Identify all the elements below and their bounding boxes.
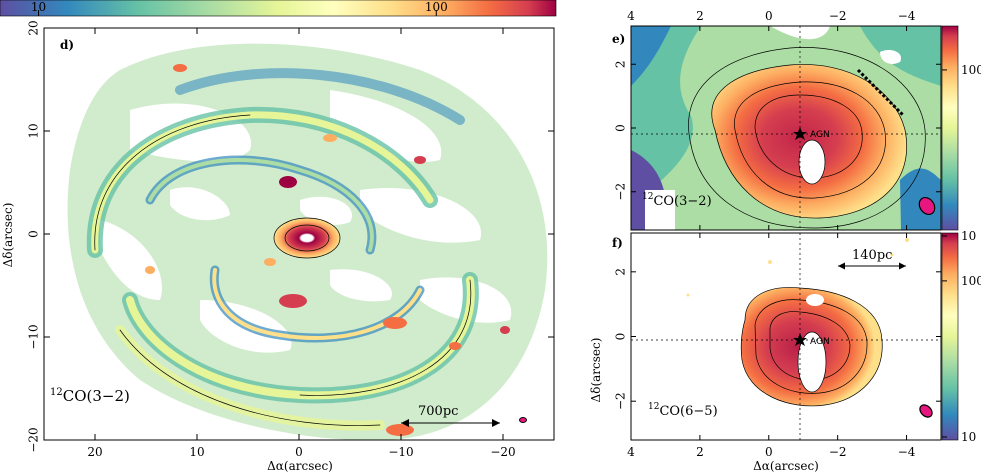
panel-e-axes: 4 2 0 −2 −4 2 0 −2 [614, 9, 941, 230]
panel-f-agn-label: AGN [810, 337, 830, 347]
panel-f-scale-bar [838, 262, 906, 270]
x-tick-label: 2 [696, 445, 704, 459]
y-tick-label: 0 [614, 124, 628, 132]
panel-d-species-main: CO(3−2) [63, 387, 130, 405]
y-tick-label: 0 [614, 333, 628, 341]
panel-f-emission [631, 233, 941, 440]
panel-e-zoom-map: 4 2 0 −2 −4 2 0 −2 100 e) AGN 12CO(3−2) [612, 9, 981, 231]
x-tick-label: 0 [295, 445, 303, 459]
x-tick-label: 0 [765, 445, 773, 459]
x-tick-label: 4 [627, 9, 635, 23]
panel-e-species-label: 12CO(3−2) [642, 192, 712, 209]
panel-d-species-sup: 12 [50, 387, 63, 398]
y-tick-label: 10 [27, 123, 41, 138]
y-tick-label: 0 [27, 230, 41, 238]
y-tick-label: −10 [27, 324, 41, 349]
panel-f-beam [919, 404, 933, 418]
panel-f-species-sup: 12 [648, 402, 659, 412]
panel-d-xlabel: Δα(arcsec) [267, 459, 333, 473]
panel-e-species-main: CO(3−2) [653, 194, 711, 209]
panel-f-colorbar [941, 232, 959, 441]
panel-d-moment-map: 10 100 [0, 0, 557, 473]
y-tick-label: 20 [27, 20, 41, 35]
x-tick-label: 10 [189, 445, 204, 459]
x-tick-label: −10 [388, 445, 413, 459]
colorbar-tick-label: 10 [31, 0, 46, 14]
panel-e-colorbar [941, 25, 959, 231]
panel-d-species-label: 12CO(3−2) [50, 387, 130, 405]
x-tick-label: 20 [87, 445, 102, 459]
panel-f-letter: f) [612, 236, 623, 250]
colorbar-top [0, 0, 557, 17]
y-tick-label: 2 [614, 60, 628, 68]
panel-f-xlabel: Δα(arcsec) [753, 459, 819, 473]
panel-d-hot-knots [145, 64, 510, 436]
x-tick-label: −2 [829, 445, 847, 459]
colorbar-tick-label: 100 [961, 63, 981, 77]
panel-d-scale-label: 700pc [418, 404, 458, 419]
panel-f-agn-star [793, 333, 807, 346]
panel-e-letter: e) [612, 32, 625, 46]
colorbar-tick-label: 100 [425, 0, 448, 14]
colorbar-tick-label: 100 [961, 274, 981, 288]
y-tick-label: −2 [614, 183, 628, 201]
panel-d-letter: d) [60, 38, 74, 52]
panel-d-beam [519, 417, 527, 423]
panel-e-beam [918, 197, 936, 215]
panel-f-species-label: 12CO(6−5) [648, 402, 718, 419]
y-tick-label: −20 [27, 427, 41, 452]
x-tick-label: 0 [765, 9, 773, 23]
x-tick-label: 2 [696, 9, 704, 23]
panel-f-scale-label: 140pc [852, 248, 892, 263]
panel-d-axes: 20 10 0 −10 −20 20 10 0 −10 −20 [27, 20, 554, 459]
colorbar-tick-label: 10 [961, 229, 976, 243]
x-tick-label: −20 [490, 445, 515, 459]
panel-e-agn-label: AGN [810, 130, 830, 140]
x-tick-label: −4 [898, 445, 916, 459]
panel-d-nuclear-ring [274, 218, 340, 258]
panel-e-emission [631, 26, 941, 230]
colorbar-top-ticks: 10 100 [31, 0, 448, 16]
y-tick-label: −2 [614, 392, 628, 410]
panel-f-species-main: CO(6−5) [659, 404, 717, 419]
panel-d-ylabel: Δδ(arcsec) [1, 203, 15, 268]
panel-e-species-sup: 12 [642, 192, 653, 202]
panel-d-scale-bar [401, 419, 500, 427]
panel-f-ylabel: Δδ(arcsec) [589, 338, 603, 403]
panel-f-axes: 4 2 0 −2 −4 2 0 −2 [614, 233, 941, 459]
y-tick-label: 2 [614, 268, 628, 276]
panel-d-spiral-arms [86, 68, 479, 431]
panel-f-zoom-map: 4 2 0 −2 −4 2 0 −2 10 100 10 f) AGN 140pc 12CO(6−… [589, 229, 981, 473]
panel-e-colorbar-ticks: 100 [942, 63, 981, 77]
panel-e-agn-star [793, 127, 807, 140]
x-tick-label: −2 [829, 9, 847, 23]
panel-d-emission [67, 43, 548, 440]
panel-f-colorbar-ticks: 10 100 10 [942, 229, 981, 444]
colorbar-tick-label: 10 [961, 430, 976, 444]
x-tick-label: −4 [898, 9, 916, 23]
x-tick-label: 4 [627, 445, 635, 459]
